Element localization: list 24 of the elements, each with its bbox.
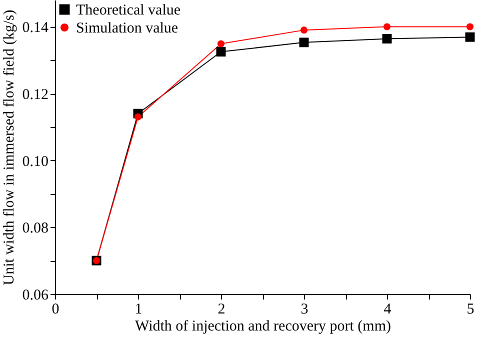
point (217, 40, 225, 48)
y-tick-label: 0.10 (22, 154, 48, 170)
point (382, 34, 392, 44)
y-tick-label: 0.14 (22, 20, 49, 36)
point (216, 47, 226, 57)
x-tick-label: 4 (384, 302, 392, 318)
x-tick-label: 3 (300, 302, 308, 318)
point (299, 38, 309, 48)
legend-label: Simulation value (76, 20, 178, 36)
y-tick-label: 0.08 (22, 220, 48, 237)
x-tick-label: 2 (218, 302, 226, 318)
x-tick-label: 0 (52, 302, 60, 318)
x-tick-label: 5 (466, 302, 474, 318)
point (134, 113, 142, 120)
point (465, 32, 475, 42)
x-tick-label: 1 (134, 302, 142, 318)
point (300, 26, 308, 34)
point (383, 23, 391, 30)
y-tick-label: 0.12 (22, 87, 48, 104)
y-tick-label: 0.06 (22, 288, 49, 304)
legend-label: Theoretical value (76, 2, 181, 18)
x-axis-title: Width of injection and recovery port (mm) (135, 318, 391, 334)
point (466, 23, 474, 30)
y-axis-title: Unit width flow in immersed flow field (kg/s) (1, 10, 18, 286)
